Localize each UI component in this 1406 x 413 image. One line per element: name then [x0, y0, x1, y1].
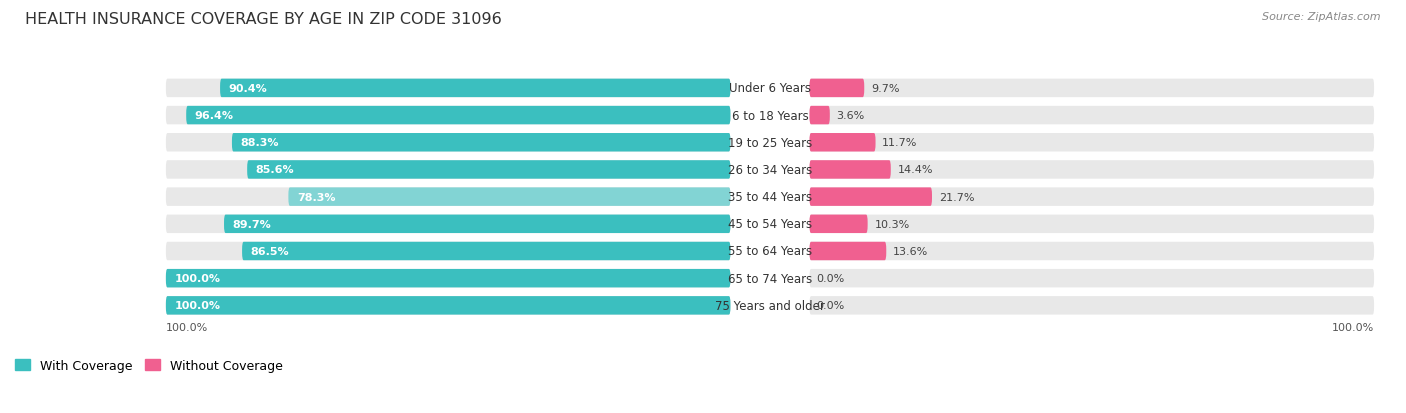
- FancyBboxPatch shape: [166, 297, 731, 315]
- FancyBboxPatch shape: [810, 161, 1374, 179]
- Text: 86.5%: 86.5%: [250, 247, 290, 256]
- Text: 85.6%: 85.6%: [256, 165, 294, 175]
- Text: Under 6 Years: Under 6 Years: [728, 82, 811, 95]
- Text: Source: ZipAtlas.com: Source: ZipAtlas.com: [1263, 12, 1381, 22]
- Text: 14.4%: 14.4%: [897, 165, 934, 175]
- FancyBboxPatch shape: [166, 242, 731, 261]
- FancyBboxPatch shape: [810, 188, 932, 206]
- FancyBboxPatch shape: [810, 134, 876, 152]
- Text: 90.4%: 90.4%: [229, 84, 267, 94]
- FancyBboxPatch shape: [166, 269, 731, 288]
- Text: 6 to 18 Years: 6 to 18 Years: [731, 109, 808, 122]
- Text: 55 to 64 Years: 55 to 64 Years: [728, 245, 813, 258]
- FancyBboxPatch shape: [221, 79, 731, 98]
- FancyBboxPatch shape: [224, 215, 731, 233]
- Text: 65 to 74 Years: 65 to 74 Years: [728, 272, 813, 285]
- FancyBboxPatch shape: [166, 269, 731, 288]
- Text: 100.0%: 100.0%: [174, 273, 221, 283]
- FancyBboxPatch shape: [242, 242, 731, 261]
- FancyBboxPatch shape: [166, 134, 731, 152]
- FancyBboxPatch shape: [810, 242, 1374, 261]
- Text: 0.0%: 0.0%: [817, 273, 845, 283]
- Text: 11.7%: 11.7%: [883, 138, 918, 148]
- FancyBboxPatch shape: [810, 242, 886, 261]
- Text: 75 Years and older: 75 Years and older: [716, 299, 825, 312]
- FancyBboxPatch shape: [232, 134, 731, 152]
- FancyBboxPatch shape: [166, 107, 731, 125]
- Text: 13.6%: 13.6%: [893, 247, 928, 256]
- Text: HEALTH INSURANCE COVERAGE BY AGE IN ZIP CODE 31096: HEALTH INSURANCE COVERAGE BY AGE IN ZIP …: [25, 12, 502, 27]
- Text: 100.0%: 100.0%: [1331, 322, 1374, 332]
- Text: 100.0%: 100.0%: [166, 322, 208, 332]
- FancyBboxPatch shape: [810, 79, 1374, 98]
- Text: 9.7%: 9.7%: [872, 84, 900, 94]
- Text: 100.0%: 100.0%: [174, 301, 221, 311]
- Text: 78.3%: 78.3%: [297, 192, 336, 202]
- FancyBboxPatch shape: [166, 297, 731, 315]
- Text: 0.0%: 0.0%: [817, 301, 845, 311]
- FancyBboxPatch shape: [166, 161, 731, 179]
- FancyBboxPatch shape: [166, 79, 731, 98]
- FancyBboxPatch shape: [810, 134, 1374, 152]
- FancyBboxPatch shape: [810, 215, 868, 233]
- FancyBboxPatch shape: [810, 269, 1374, 288]
- Text: 96.4%: 96.4%: [194, 111, 233, 121]
- Text: 19 to 25 Years: 19 to 25 Years: [728, 136, 813, 150]
- Text: 26 to 34 Years: 26 to 34 Years: [728, 164, 813, 176]
- FancyBboxPatch shape: [810, 107, 830, 125]
- FancyBboxPatch shape: [166, 215, 731, 233]
- FancyBboxPatch shape: [810, 297, 1374, 315]
- FancyBboxPatch shape: [810, 79, 865, 98]
- Legend: With Coverage, Without Coverage: With Coverage, Without Coverage: [15, 359, 283, 372]
- FancyBboxPatch shape: [810, 107, 1374, 125]
- Text: 21.7%: 21.7%: [939, 192, 974, 202]
- Text: 45 to 54 Years: 45 to 54 Years: [728, 218, 813, 231]
- Text: 3.6%: 3.6%: [837, 111, 865, 121]
- FancyBboxPatch shape: [810, 161, 891, 179]
- Text: 88.3%: 88.3%: [240, 138, 278, 148]
- FancyBboxPatch shape: [288, 188, 731, 206]
- Text: 10.3%: 10.3%: [875, 219, 910, 229]
- FancyBboxPatch shape: [810, 215, 1374, 233]
- FancyBboxPatch shape: [166, 188, 731, 206]
- Text: 89.7%: 89.7%: [232, 219, 271, 229]
- FancyBboxPatch shape: [810, 188, 1374, 206]
- Text: 35 to 44 Years: 35 to 44 Years: [728, 191, 813, 204]
- FancyBboxPatch shape: [186, 107, 731, 125]
- FancyBboxPatch shape: [247, 161, 731, 179]
